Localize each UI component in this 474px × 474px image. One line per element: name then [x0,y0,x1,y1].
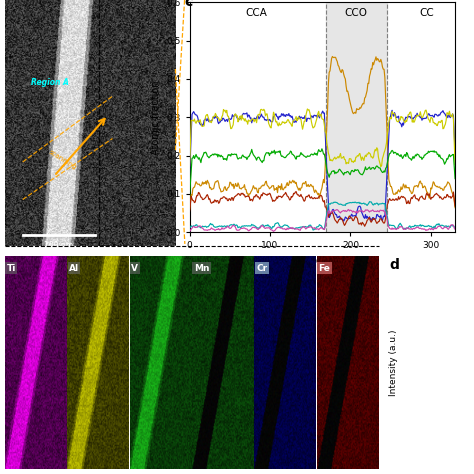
Text: Ti: Ti [7,264,16,273]
X-axis label: Position (nm): Position (nm) [290,256,355,266]
Text: 100 nm: 100 nm [44,241,73,250]
Text: Al: Al [69,264,79,273]
Text: d: d [390,258,400,272]
Text: Mn: Mn [194,264,209,273]
Text: V: V [131,264,138,273]
Y-axis label: Atomic fraction: Atomic fraction [151,80,161,155]
Text: Region A: Region A [31,78,69,87]
Text: Fe: Fe [319,264,330,273]
Text: scanning: scanning [48,149,78,171]
Text: CC: CC [419,8,434,18]
Text: Intensity (a.u.): Intensity (a.u.) [389,329,398,396]
Text: c: c [185,0,193,9]
Text: Cr: Cr [256,264,267,273]
Bar [326,2,387,232]
Text: CCO: CCO [345,8,368,18]
Text: CCA: CCA [246,8,267,18]
